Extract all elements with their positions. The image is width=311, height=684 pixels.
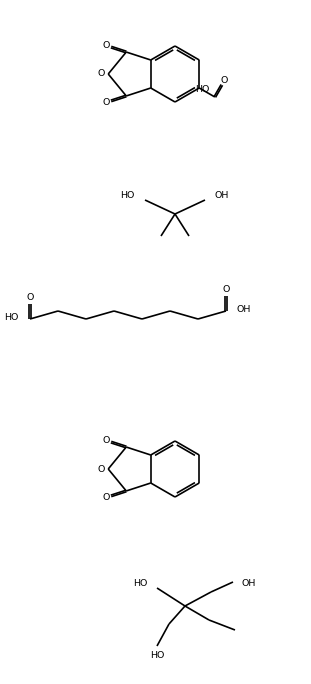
Text: HO: HO bbox=[4, 313, 18, 321]
Text: O: O bbox=[222, 285, 230, 295]
Text: HO: HO bbox=[195, 85, 209, 94]
Text: O: O bbox=[26, 293, 34, 302]
Text: O: O bbox=[98, 464, 105, 473]
Text: O: O bbox=[103, 436, 110, 445]
Text: O: O bbox=[103, 98, 110, 107]
Text: O: O bbox=[220, 76, 228, 85]
Text: HO: HO bbox=[150, 650, 164, 659]
Text: OH: OH bbox=[215, 192, 229, 200]
Text: OH: OH bbox=[237, 304, 251, 313]
Text: HO: HO bbox=[133, 579, 147, 588]
Text: O: O bbox=[103, 493, 110, 502]
Text: OH: OH bbox=[242, 579, 256, 588]
Text: O: O bbox=[98, 70, 105, 79]
Text: O: O bbox=[103, 41, 110, 50]
Text: HO: HO bbox=[120, 192, 134, 200]
